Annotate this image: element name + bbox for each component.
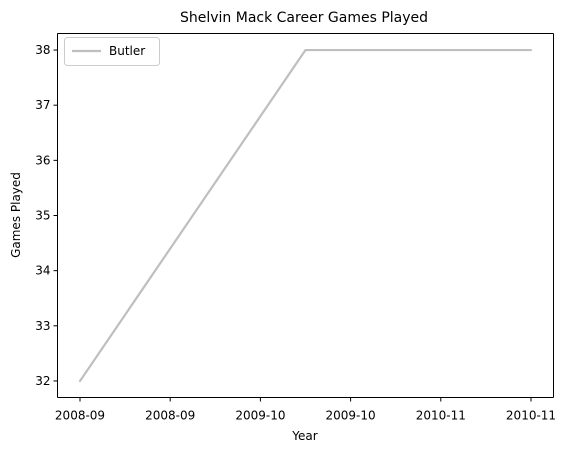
x-tick-label: 2010-11 xyxy=(506,409,556,423)
y-tick-label: 34 xyxy=(35,264,50,278)
x-axis-ticks: 2008-09 2008-09 2009-10 2009-10 2010-11 2010-… xyxy=(55,397,556,423)
y-tick-label: 32 xyxy=(35,374,50,388)
x-tick-label: 2009-10 xyxy=(235,409,285,423)
chart-title: Shelvin Mack Career Games Played xyxy=(180,10,428,26)
y-axis-ticks: 32 33 34 35 36 37 38 xyxy=(35,43,58,388)
legend: Butler xyxy=(64,37,160,66)
x-axis-label: Year xyxy=(291,429,317,443)
x-tick-label: 2008-09 xyxy=(145,409,195,423)
x-tick-label: 2008-09 xyxy=(55,409,105,423)
y-axis-label: Games Played xyxy=(9,172,23,258)
y-tick-label: 33 xyxy=(35,319,50,333)
y-tick-label: 36 xyxy=(35,153,50,167)
plot-area xyxy=(57,33,554,398)
x-tick-label: 2009-10 xyxy=(326,409,376,423)
series-layer xyxy=(78,48,533,383)
series-line-butler xyxy=(78,48,533,383)
legend-label-butler: Butler xyxy=(109,44,145,58)
y-tick-label: 35 xyxy=(35,209,50,223)
x-tick-label: 2010-11 xyxy=(416,409,466,423)
legend-box xyxy=(64,37,160,66)
y-tick-label: 37 xyxy=(35,98,50,112)
y-tick-label: 38 xyxy=(35,43,50,57)
